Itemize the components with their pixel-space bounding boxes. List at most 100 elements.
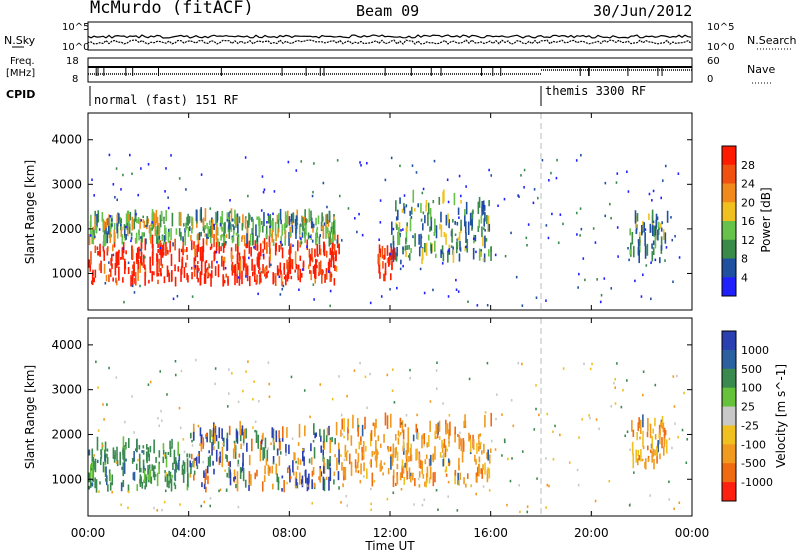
data-cell: [302, 448, 304, 451]
data-cell: [294, 218, 297, 230]
data-cell: [526, 505, 529, 508]
data-cell: [108, 366, 110, 370]
data-cell: [182, 438, 185, 441]
data-cell: [661, 179, 664, 182]
data-cell: [253, 275, 256, 282]
data-cell: [373, 451, 375, 455]
data-cell: [231, 218, 234, 222]
data-cell: [160, 273, 162, 277]
data-cell: [276, 214, 279, 224]
data-cell: [115, 252, 118, 267]
data-cell: [152, 221, 155, 225]
data-cell: [151, 234, 154, 249]
data-cell: [260, 439, 263, 445]
data-cell: [158, 450, 161, 458]
data-cell: [268, 395, 271, 398]
data-cell: [427, 435, 430, 447]
data-cell: [130, 232, 133, 237]
data-cell: [259, 272, 262, 282]
x-tick-label: 12:00: [373, 526, 408, 540]
data-cell: [379, 248, 382, 258]
data-cell: [291, 259, 294, 270]
data-cell: [521, 362, 523, 366]
data-cell: [338, 194, 341, 198]
data-cell: [358, 441, 361, 450]
data-cell: [396, 286, 398, 290]
data-cell: [504, 254, 507, 258]
data-cell: [91, 467, 94, 479]
data-cell: [91, 272, 94, 286]
data-cell: [383, 273, 385, 282]
data-cell: [115, 461, 118, 464]
data-cell: [418, 234, 420, 245]
data-cell: [519, 510, 521, 514]
data-cell: [346, 504, 349, 507]
x-tick-label: 16:00: [473, 526, 508, 540]
nave-tick-bottom: 0: [707, 74, 713, 85]
data-cell: [271, 427, 274, 438]
data-cell: [200, 434, 203, 438]
data-cell: [242, 452, 244, 467]
data-cell: [440, 211, 442, 223]
data-cell: [337, 442, 340, 450]
data-cell: [369, 372, 371, 376]
data-cell: [213, 424, 216, 437]
colorbar-swatch: [722, 221, 736, 241]
data-cell: [610, 216, 612, 220]
data-cell: [97, 250, 99, 256]
data-cell: [235, 216, 238, 226]
data-cell: [476, 466, 479, 477]
data-cell: [161, 263, 164, 269]
data-cell: [642, 273, 644, 277]
data-cell: [432, 472, 435, 487]
data-cell: [200, 436, 203, 445]
data-cell: [258, 262, 260, 270]
data-cell: [636, 458, 639, 466]
data-cell: [247, 360, 249, 363]
cpid-row: CPID normal (fast) 151 RF themis 3300 RF: [6, 84, 646, 107]
data-cell: [480, 441, 482, 445]
data-cell: [91, 230, 93, 245]
data-cell: [507, 457, 509, 461]
data-cell: [348, 453, 351, 465]
data-cell: [389, 257, 391, 265]
data-cell: [222, 257, 224, 261]
data-cell: [256, 274, 258, 284]
data-cell: [186, 254, 189, 261]
data-cell: [484, 411, 487, 414]
data-cell: [174, 373, 177, 377]
data-cell: [215, 251, 217, 254]
data-cell: [487, 467, 489, 474]
data-cell: [242, 389, 244, 393]
data-cell: [132, 472, 135, 480]
data-cell: [415, 171, 418, 174]
data-cell: [328, 237, 331, 247]
data-cell: [257, 292, 259, 296]
data-cell: [238, 453, 241, 458]
data-cell: [281, 287, 284, 291]
data-cell: [236, 471, 239, 484]
data-cell: [219, 488, 222, 492]
data-cell: [153, 471, 156, 481]
data-cell: [115, 277, 117, 284]
data-cell: [300, 160, 303, 163]
data-cell: [403, 194, 406, 197]
data-cell: [312, 190, 314, 194]
data-cell: [120, 503, 123, 506]
data-cell: [382, 261, 384, 269]
data-cell: [213, 468, 215, 475]
data-cell: [392, 235, 395, 246]
data-cell: [521, 304, 524, 307]
data-cell: [217, 238, 219, 247]
data-cell: [405, 413, 408, 417]
colorbar-swatch: [722, 164, 736, 184]
data-cell: [225, 273, 228, 278]
data-cell: [211, 219, 214, 230]
data-cell: [225, 454, 227, 459]
velocity-colorbar-frame: [721, 330, 737, 502]
data-cell: [123, 462, 126, 474]
data-cell: [145, 476, 148, 487]
data-cell: [259, 273, 261, 277]
noise-tick-left-top: 10^5: [62, 22, 89, 33]
